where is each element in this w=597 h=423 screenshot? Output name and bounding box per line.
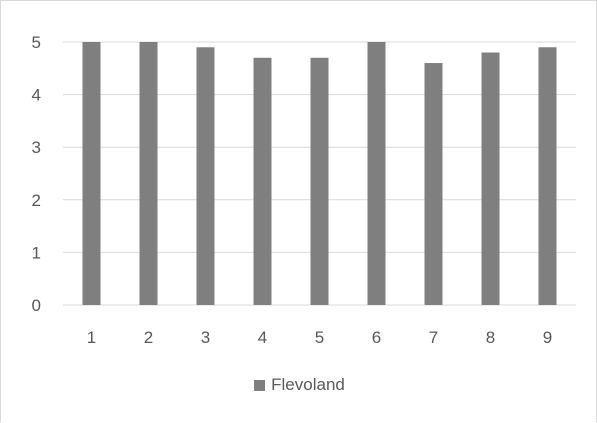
x-tick-label: 2	[144, 328, 153, 347]
legend-swatch	[254, 379, 266, 391]
bar-6	[367, 42, 386, 305]
bar-9	[538, 47, 557, 305]
bars	[82, 42, 557, 305]
bar-3	[196, 47, 215, 305]
y-tick-label: 0	[32, 296, 41, 315]
y-axis-tick-labels: 0 1 2 3 4 5	[32, 33, 41, 315]
y-tick-label: 1	[32, 243, 41, 262]
x-tick-label: 9	[543, 328, 552, 347]
x-tick-label: 6	[372, 328, 381, 347]
x-tick-label: 8	[486, 328, 495, 347]
bar-4	[253, 57, 272, 305]
legend: Flevoland	[1, 375, 597, 395]
y-tick-label: 4	[32, 86, 41, 105]
y-tick-label: 5	[32, 33, 41, 52]
bar-8	[481, 52, 500, 305]
x-tick-label: 7	[429, 328, 438, 347]
x-tick-label: 5	[315, 328, 324, 347]
bar-7	[424, 63, 443, 305]
x-tick-label: 4	[258, 328, 267, 347]
bar-1	[82, 42, 101, 305]
y-tick-label: 3	[32, 138, 41, 157]
bar-5	[310, 57, 329, 305]
x-tick-label: 1	[87, 328, 96, 347]
x-tick-label: 3	[201, 328, 210, 347]
legend-label: Flevoland	[271, 375, 345, 394]
x-axis-tick-labels: 1 2 3 4 5 6 7 8 9	[87, 328, 552, 347]
bar-2	[139, 42, 158, 305]
y-tick-label: 2	[32, 191, 41, 210]
